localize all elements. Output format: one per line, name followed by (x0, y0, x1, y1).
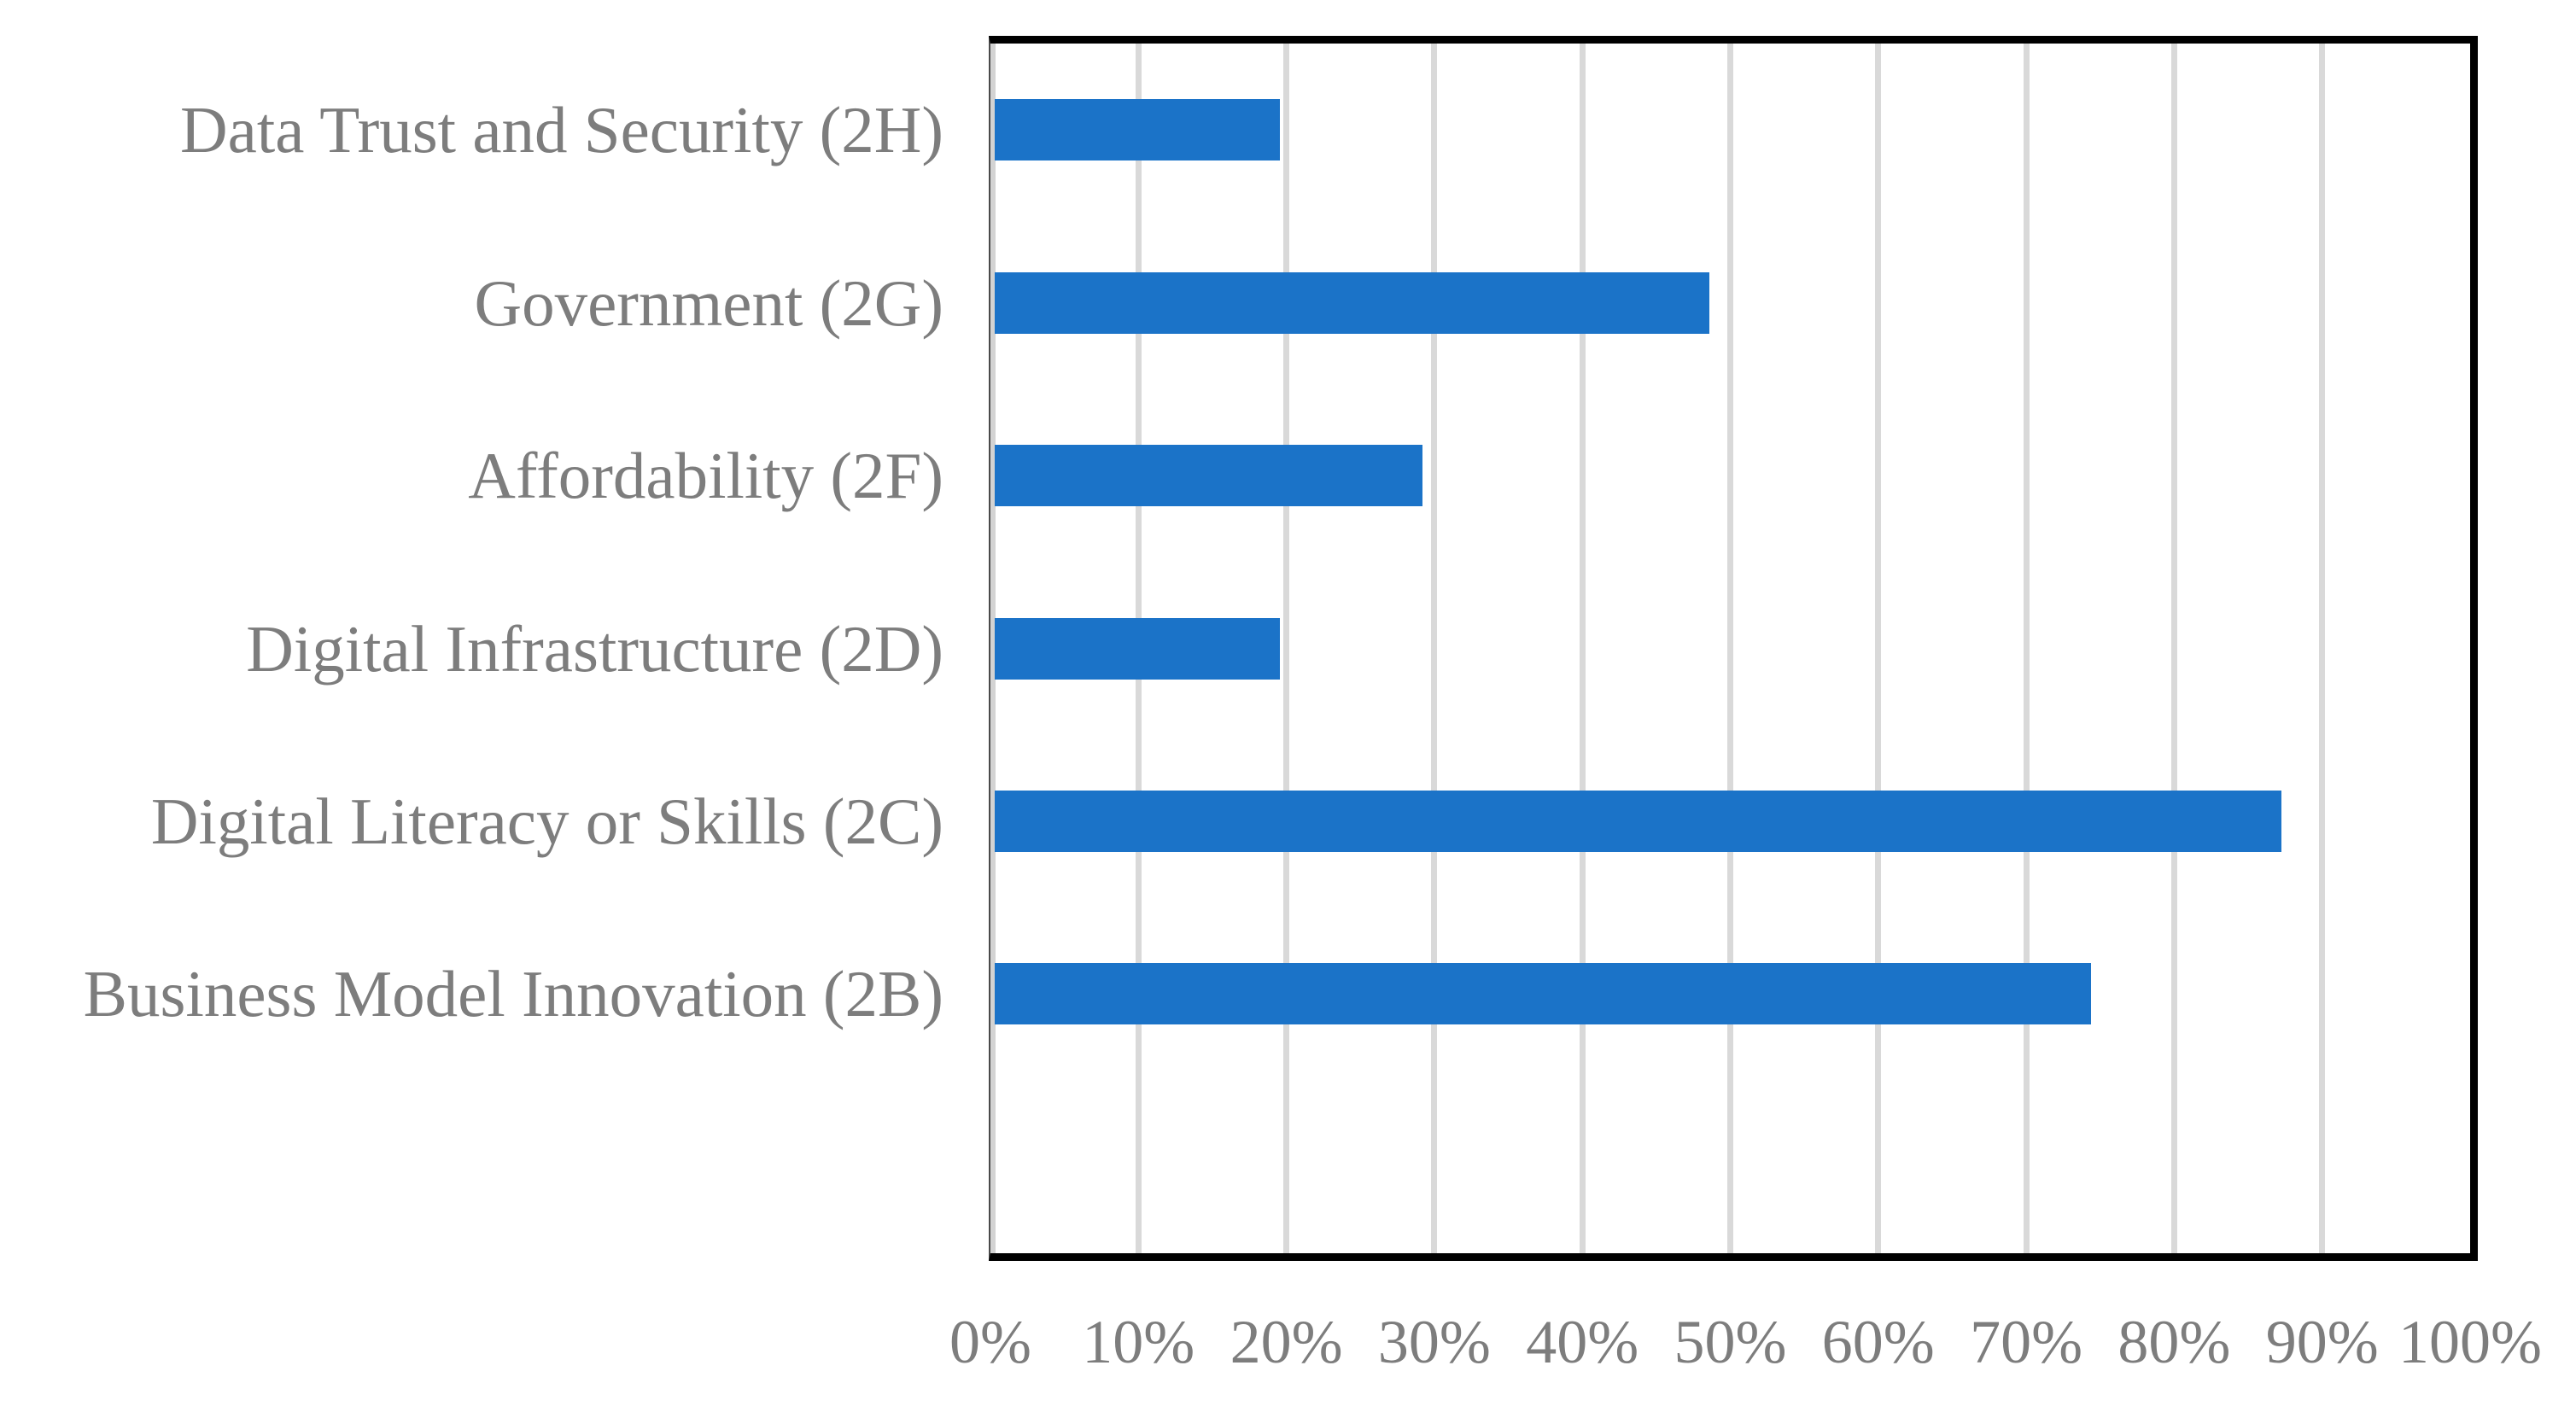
x-tick-label: 90% (2265, 1308, 2379, 1376)
gridline (1875, 44, 1882, 1253)
gridline (1431, 44, 1438, 1253)
category-label: Business Model Innovation (2B) (83, 957, 943, 1031)
category-label: Digital Infrastructure (2D) (246, 611, 943, 686)
category-labels: Data Trust and Security (2H) Government (… (0, 0, 943, 1418)
x-tick-label: 50% (1674, 1308, 1787, 1376)
gridline (1283, 44, 1290, 1253)
bar (995, 445, 1422, 507)
x-tick-label: 10% (1082, 1308, 1195, 1376)
category-label: Data Trust and Security (2H) (180, 93, 943, 167)
bars-layer (990, 44, 2470, 1253)
x-tick-label: 100% (2398, 1308, 2542, 1376)
category-label: Government (2G) (474, 266, 943, 340)
bar (995, 963, 2091, 1025)
gridline (2170, 44, 2177, 1253)
bar (995, 790, 2282, 852)
x-tick-label: 0% (949, 1308, 1031, 1376)
x-axis-tick-labels: 0% 10% 20% 30% 40% 50% 60% 70% 80% 90% 100% (949, 1299, 2542, 1402)
zero-axis-line (990, 44, 996, 1253)
gridline (1727, 44, 1733, 1253)
gridline (1579, 44, 1586, 1253)
x-tick-label: 20% (1230, 1308, 1343, 1376)
plot-area (989, 36, 2478, 1261)
category-label: Digital Literacy or Skills (2C) (150, 784, 943, 858)
category-label: Affordability (2F) (468, 439, 943, 513)
bar (995, 617, 1281, 680)
x-tick-label: 70% (1970, 1308, 2083, 1376)
gridline (2023, 44, 2030, 1253)
bar (995, 99, 1281, 161)
x-tick-label: 40% (1526, 1308, 1639, 1376)
x-tick-label: 30% (1377, 1308, 1491, 1376)
x-tick-label: 60% (1821, 1308, 1935, 1376)
gridline (2319, 44, 2326, 1253)
x-tick-label: 80% (2117, 1308, 2231, 1376)
bar (995, 271, 1709, 334)
